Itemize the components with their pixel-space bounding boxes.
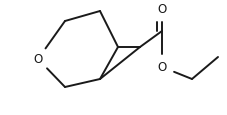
Text: O: O (33, 53, 42, 66)
Text: O: O (157, 61, 166, 74)
Text: O: O (157, 3, 166, 16)
